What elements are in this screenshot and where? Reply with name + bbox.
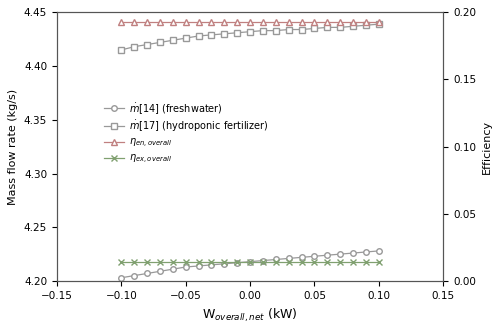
Legend: $\dot{m}$[14] (freshwater), $\dot{m}$[17] (hydroponic fertilizer), $\eta_{en,ove: $\dot{m}$[14] (freshwater), $\dot{m}$[17… (100, 97, 272, 170)
Y-axis label: Mass flow rate (kg/s): Mass flow rate (kg/s) (8, 89, 18, 205)
X-axis label: W$_{overall,net}$ (kW): W$_{overall,net}$ (kW) (202, 306, 298, 324)
Y-axis label: Efficiency: Efficiency (482, 120, 492, 174)
